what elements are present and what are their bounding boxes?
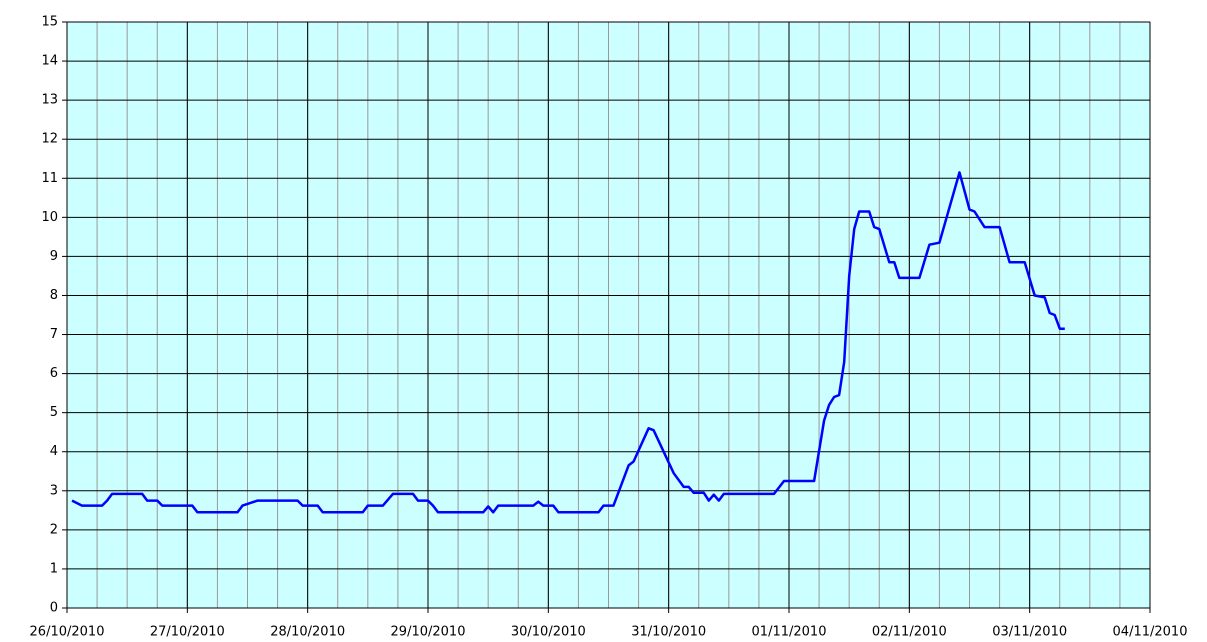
x-tick-label: 29/10/2010 [391,625,466,640]
y-tick-label: 12 [41,132,58,147]
y-tick-label: 11 [41,171,58,186]
y-tick-label: 13 [41,93,58,108]
y-tick-label: 7 [50,327,58,342]
x-tick-label: 03/11/2010 [992,625,1067,640]
y-tick-label: 8 [50,288,58,303]
x-tick-label: 30/10/2010 [511,625,586,640]
x-tick-label: 26/10/2010 [30,625,105,640]
y-tick-label: 2 [50,522,58,537]
data-line [71,171,1065,514]
x-tick-label: 28/10/2010 [270,625,345,640]
y-tick-label: 4 [50,444,58,459]
y-tick-label: 10 [41,210,58,225]
x-tick-label: 27/10/2010 [150,625,225,640]
x-tick-label: 04/11/2010 [1113,625,1188,640]
y-tick-label: 6 [50,366,58,381]
y-tick-label: 0 [50,601,58,616]
y-tick-label: 5 [50,405,58,420]
y-tick-label: 3 [50,483,58,498]
y-tick-label: 1 [50,561,58,576]
x-tick-label: 31/10/2010 [631,625,706,640]
x-tick-label: 01/11/2010 [752,625,827,640]
x-tick-label: 02/11/2010 [872,625,947,640]
y-tick-label: 9 [50,249,58,264]
y-tick-label: 15 [41,15,58,30]
y-tick-label: 14 [41,54,58,69]
